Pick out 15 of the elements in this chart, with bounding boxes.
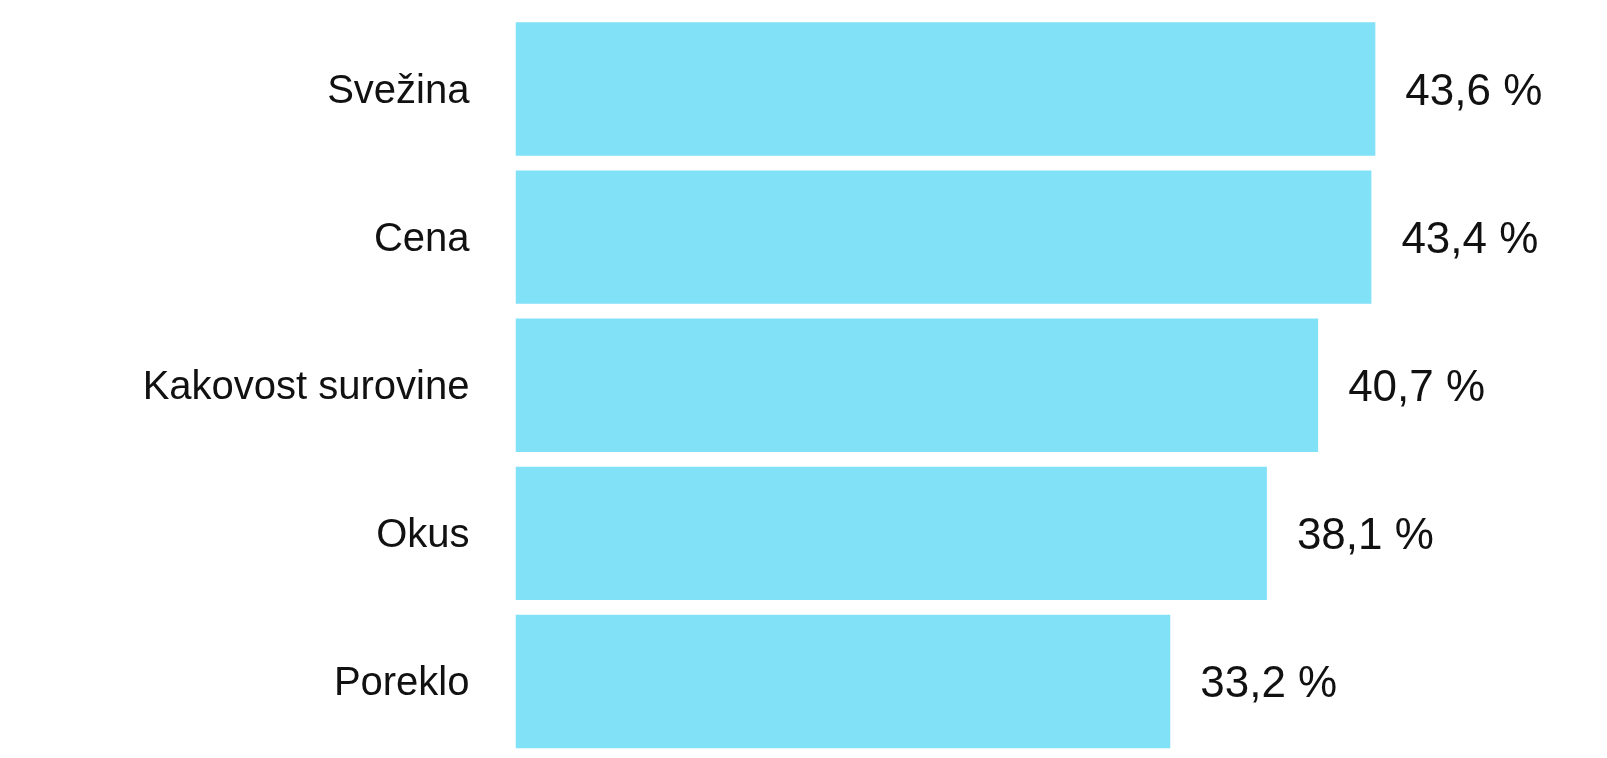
- bar: [515, 614, 1171, 749]
- bar: [515, 22, 1376, 156]
- data-label: 33,2 %: [1200, 656, 1338, 706]
- data-label: 43,6 %: [1405, 64, 1543, 114]
- y-tick-label: Poreklo: [333, 659, 470, 704]
- y-tick-label: Okus: [376, 511, 470, 556]
- data-label: 43,4 %: [1401, 212, 1539, 262]
- data-label: 40,7 %: [1348, 360, 1486, 410]
- bar: [515, 170, 1372, 304]
- bar: [515, 318, 1319, 452]
- y-tick-label: Svežina: [327, 67, 471, 111]
- data-label: 38,1 %: [1296, 508, 1434, 558]
- y-tick-label: Cena: [373, 215, 471, 260]
- y-tick-label: Kakovost surovine: [142, 363, 470, 408]
- bar: [515, 466, 1267, 601]
